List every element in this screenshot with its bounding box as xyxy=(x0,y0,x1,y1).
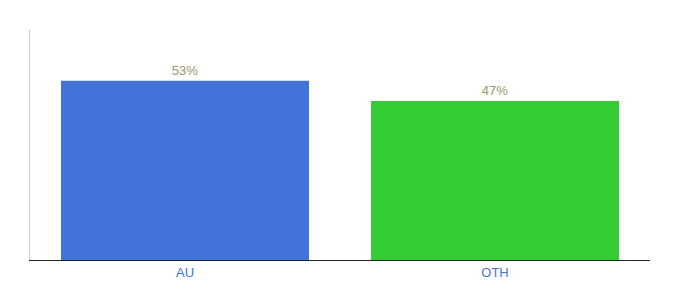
svg-text:47%: 47% xyxy=(482,83,508,98)
svg-text:OTH: OTH xyxy=(481,265,508,280)
svg-text:53%: 53% xyxy=(172,63,198,78)
svg-text:AU: AU xyxy=(176,265,194,280)
